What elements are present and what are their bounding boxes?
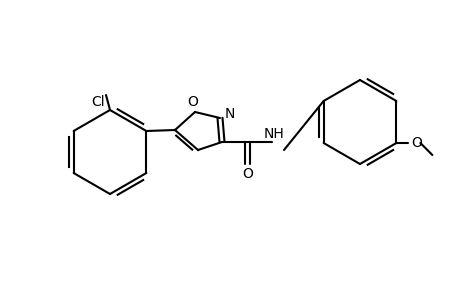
- Text: NH: NH: [263, 127, 284, 141]
- Text: O: O: [242, 167, 253, 181]
- Text: N: N: [224, 107, 235, 121]
- Text: O: O: [410, 136, 421, 150]
- Text: Cl: Cl: [91, 95, 105, 109]
- Text: O: O: [187, 95, 198, 109]
